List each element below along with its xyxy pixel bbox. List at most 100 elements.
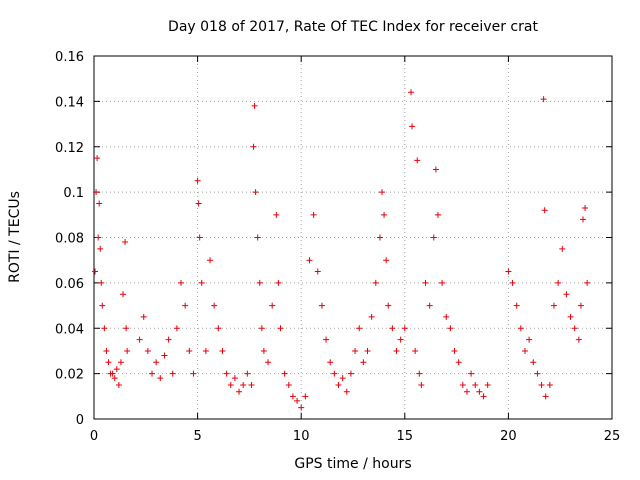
data-point xyxy=(93,189,100,196)
data-point xyxy=(117,359,124,366)
data-point xyxy=(186,347,193,354)
data-point xyxy=(579,216,586,223)
data-point xyxy=(302,393,309,400)
data-point xyxy=(385,302,392,309)
data-point xyxy=(161,352,168,359)
data-point xyxy=(120,291,127,298)
data-point xyxy=(331,370,338,377)
x-tick-label: 20 xyxy=(500,429,517,444)
grid-layer xyxy=(94,56,612,419)
data-point xyxy=(368,313,375,320)
y-tick-label: 0.02 xyxy=(55,368,84,383)
data-point xyxy=(463,388,470,395)
data-point xyxy=(418,381,425,388)
data-point xyxy=(434,211,441,218)
data-point xyxy=(244,370,251,377)
data-point xyxy=(426,302,433,309)
x-tick-label: 0 xyxy=(90,429,98,444)
data-point xyxy=(122,239,129,246)
data-point xyxy=(414,157,421,164)
data-point xyxy=(111,375,118,382)
data-point xyxy=(530,359,537,366)
data-point xyxy=(254,234,261,241)
data-point xyxy=(198,279,205,286)
data-point xyxy=(408,89,415,96)
data-point xyxy=(109,370,116,377)
data-point xyxy=(513,302,520,309)
data-point xyxy=(178,279,185,286)
data-point xyxy=(534,370,541,377)
x-tick-label: 15 xyxy=(397,429,414,444)
data-point xyxy=(310,211,317,218)
data-point xyxy=(447,325,454,332)
data-point xyxy=(124,347,131,354)
data-point xyxy=(517,325,524,332)
data-point xyxy=(409,123,416,130)
data-point xyxy=(169,370,176,377)
data-point xyxy=(432,166,439,173)
data-point xyxy=(577,302,584,309)
data-point xyxy=(484,381,491,388)
data-point xyxy=(538,381,545,388)
data-point xyxy=(575,336,582,343)
data-point xyxy=(115,381,122,388)
x-tick-label: 10 xyxy=(293,429,310,444)
data-point xyxy=(223,370,230,377)
data-point xyxy=(352,347,359,354)
data-point xyxy=(252,189,259,196)
y-tick-label: 0.16 xyxy=(55,50,84,65)
data-point xyxy=(269,302,276,309)
data-point xyxy=(335,381,342,388)
data-point xyxy=(281,370,288,377)
data-point xyxy=(416,370,423,377)
data-point xyxy=(393,347,400,354)
data-point xyxy=(505,268,512,275)
data-point xyxy=(468,370,475,377)
data-point xyxy=(97,245,104,252)
data-point xyxy=(215,325,222,332)
data-point xyxy=(306,257,313,264)
data-point xyxy=(327,359,334,366)
data-point xyxy=(430,234,437,241)
data-point xyxy=(140,313,147,320)
data-point xyxy=(285,381,292,388)
data-point xyxy=(113,366,120,373)
data-point xyxy=(123,325,130,332)
data-point xyxy=(455,359,462,366)
data-point xyxy=(277,325,284,332)
data-point xyxy=(105,359,112,366)
data-point xyxy=(546,381,553,388)
data-point xyxy=(275,279,282,286)
data-point xyxy=(194,177,201,184)
data-point xyxy=(372,279,379,286)
data-point xyxy=(422,279,429,286)
data-point xyxy=(165,336,172,343)
x-axis-label: GPS time / hours xyxy=(294,456,411,472)
data-point xyxy=(542,393,549,400)
data-point xyxy=(248,381,255,388)
data-point xyxy=(364,347,371,354)
y-axis-label: ROTI / TECUs xyxy=(7,191,23,283)
data-point xyxy=(571,325,578,332)
data-point xyxy=(323,336,330,343)
data-point xyxy=(389,325,396,332)
data-point xyxy=(144,347,151,354)
data-point xyxy=(559,245,566,252)
data-point xyxy=(231,375,238,382)
data-point xyxy=(195,200,202,207)
data-point xyxy=(190,370,197,377)
data-point xyxy=(451,347,458,354)
y-tick-label: 0.14 xyxy=(55,95,84,110)
y-tick-label: 0.12 xyxy=(55,141,84,156)
data-point xyxy=(563,291,570,298)
data-point xyxy=(521,347,528,354)
data-point xyxy=(92,268,99,275)
data-point xyxy=(207,257,214,264)
data-point xyxy=(540,96,547,103)
data-point xyxy=(397,336,404,343)
data-point xyxy=(236,388,243,395)
data-point xyxy=(360,359,367,366)
data-point xyxy=(94,155,101,162)
data-point xyxy=(95,234,102,241)
